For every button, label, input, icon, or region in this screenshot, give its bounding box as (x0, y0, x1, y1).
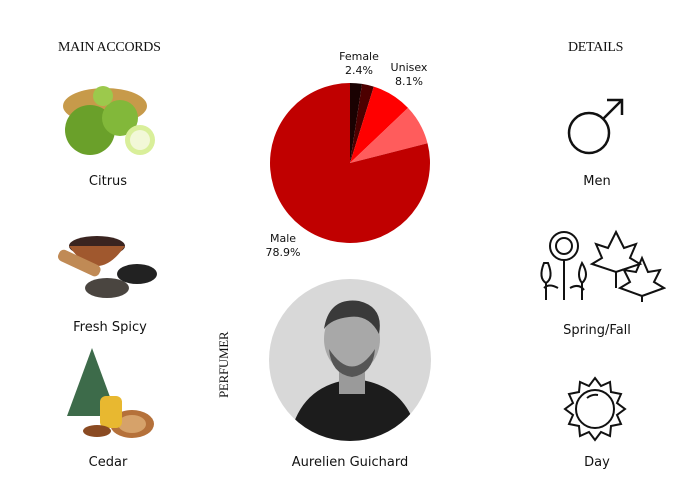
pie-slice-female (350, 83, 363, 163)
sun-icon (563, 376, 627, 442)
detail-season: Spring/Fall (563, 323, 631, 338)
perfumer-title: PERFUMER (216, 331, 231, 398)
pie-slice-male (269, 83, 430, 243)
perfumer-name: Aurelien Guichard (291, 455, 409, 470)
pie-slice-unisex (350, 86, 409, 163)
main-accords-title: MAIN ACCORDS (58, 40, 161, 55)
male-symbol-icon (567, 98, 624, 155)
cedar-image (67, 348, 154, 438)
accord-fresh-spicy: Fresh Spicy (73, 320, 147, 335)
details-title: DETAILS (568, 40, 624, 55)
pie-slice-3 (350, 107, 428, 163)
gender-pie-chart (269, 83, 430, 243)
pie-slice-1 (350, 83, 374, 163)
detail-men: Men (583, 174, 611, 189)
pie-label-unisex: Unisex 8.1% (390, 61, 428, 88)
accord-citrus: Citrus (88, 174, 128, 189)
detail-time: Day (584, 455, 610, 470)
flowers-leaves-icon (540, 229, 666, 302)
pie-label-female: Female 2.4% (339, 50, 379, 77)
bergamot-image (63, 86, 155, 155)
pepper-image (57, 236, 157, 298)
accord-cedar: Cedar (88, 455, 128, 470)
perfumer-photo (269, 279, 431, 441)
pie-label-male: Male 78.9% (265, 232, 301, 259)
